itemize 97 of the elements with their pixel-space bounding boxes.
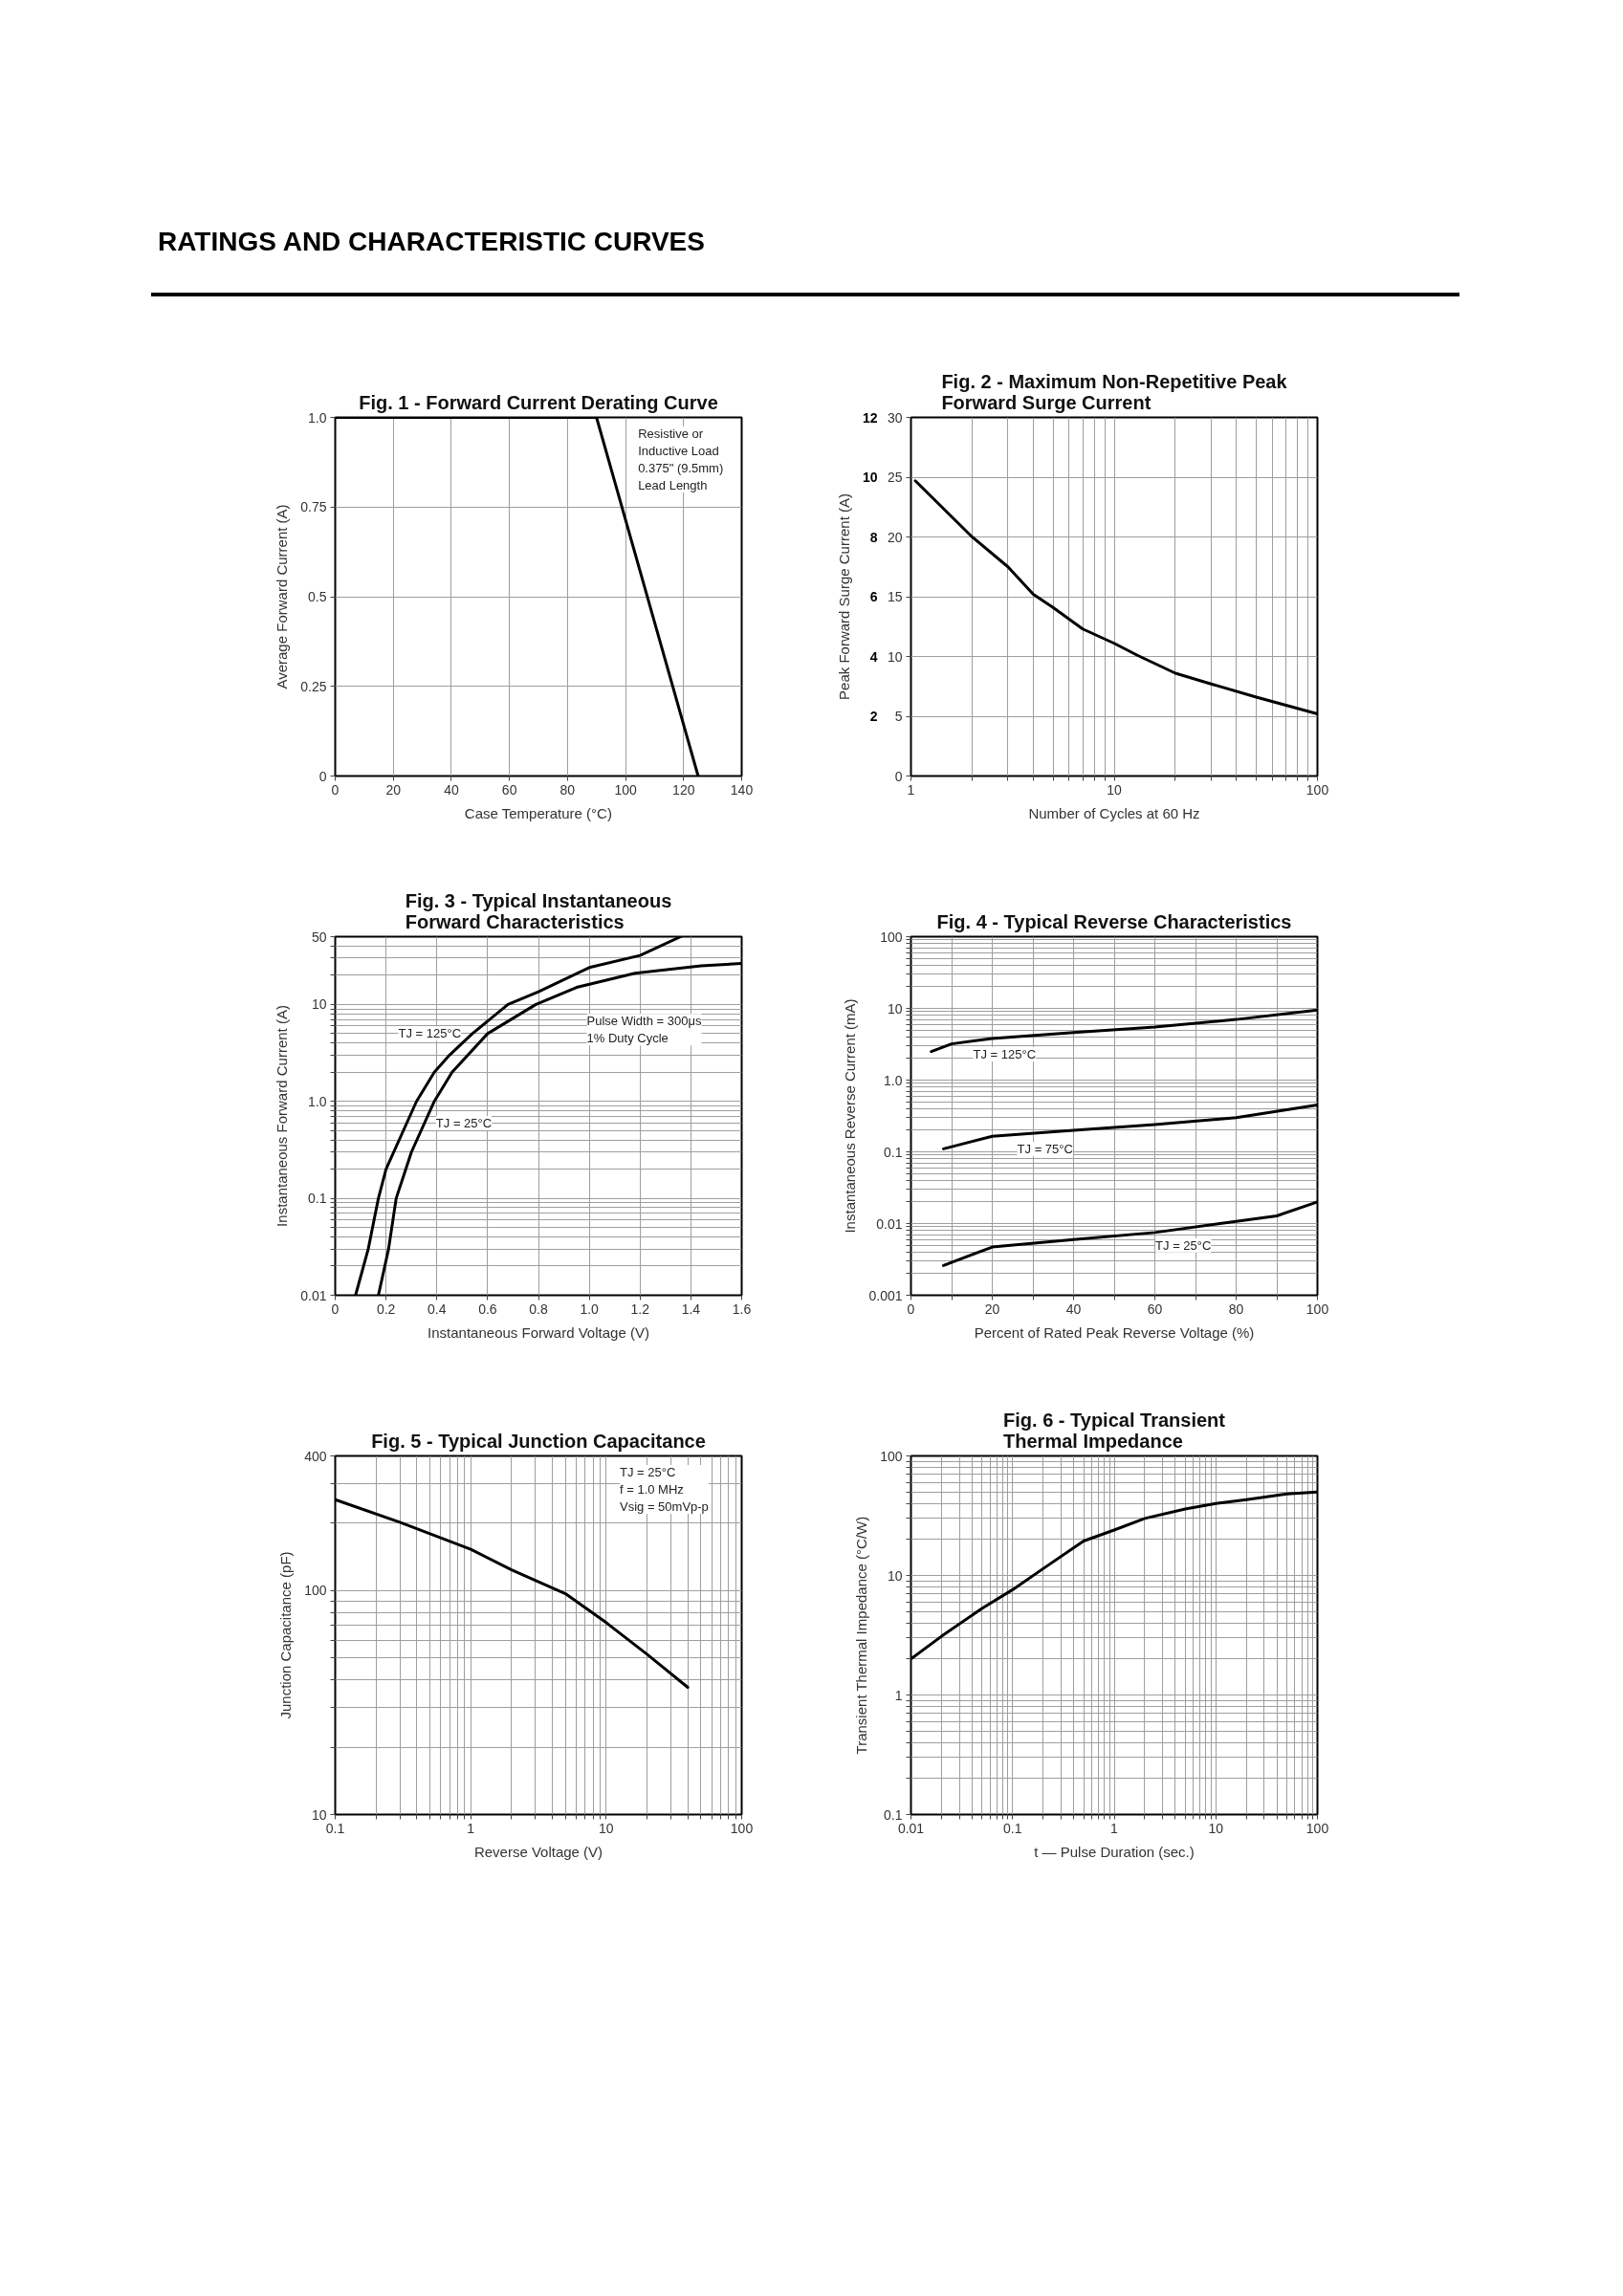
x-tick-label: 0.1 <box>1003 1820 1022 1836</box>
x-tick-label: 1 <box>1110 1820 1119 1836</box>
y-tick-label: 400 <box>304 1448 327 1464</box>
x-axis-title: Percent of Rated Peak Reverse Voltage (%) <box>974 1323 1255 1341</box>
x-tick-label: 1.2 <box>630 1301 650 1317</box>
x-axis-title: t — Pulse Duration (sec.) <box>1034 1843 1195 1860</box>
y-tick-label: 10 <box>311 1806 327 1823</box>
y-tick-label: 1.0 <box>308 409 327 426</box>
x-tick-label: 80 <box>1228 1301 1244 1317</box>
y-tick-label: 1.0 <box>308 1093 327 1109</box>
series-label: TJ = 125°C <box>973 1047 1037 1062</box>
y-tick-label: 0.001 <box>868 1287 903 1303</box>
y-tick-label: 10 <box>887 1000 903 1017</box>
chart-title: Fig. 1 - Forward Current Derating Curve <box>359 391 718 413</box>
y-tick-label: 10 <box>887 648 903 665</box>
series-label: TJ = 75°C <box>1017 1142 1073 1157</box>
y-tick-label: 1 <box>894 1687 903 1703</box>
y-tick-label: 50 <box>311 929 327 945</box>
y-tick-label: 0.75 <box>300 499 327 515</box>
x-tick-label: 40 <box>1065 1301 1082 1317</box>
y-tick-label: 0.5 <box>308 589 327 604</box>
x-tick-label: 0.8 <box>529 1301 548 1317</box>
y-tick-label: 0.25 <box>300 678 327 694</box>
x-tick-label: 1.0 <box>580 1301 600 1317</box>
y2-tick-label: 8 <box>869 529 878 545</box>
y-tick-label: 100 <box>880 929 903 945</box>
y2-tick-label: 2 <box>869 709 878 724</box>
y2-tick-label: 6 <box>869 589 878 604</box>
y-tick-label: 10 <box>311 996 327 1013</box>
chart-title: Fig. 2 - Maximum Non-Repetitive Peak Forward Surge Current <box>941 370 1288 413</box>
x-tick-label: 60 <box>1147 1301 1163 1317</box>
y-tick-label: 100 <box>880 1448 903 1464</box>
x-tick-label: 0.4 <box>428 1301 447 1317</box>
annotation: Resistive or Inductive Load 0.375" (9.5mm) Lead Length <box>638 426 724 492</box>
y-tick-label: 0.1 <box>884 1144 903 1160</box>
x-tick-label: 1.6 <box>732 1301 752 1317</box>
annotation: Pulse Width = 300μs 1% Duty Cycle <box>586 1014 702 1046</box>
y-axis-title: Instantaneous Forward Current (A) <box>274 1005 291 1227</box>
y-tick-label: 0 <box>318 768 327 784</box>
y-tick-label: 20 <box>887 529 903 545</box>
x-tick-label: 0.1 <box>325 1820 345 1836</box>
x-tick-label: 120 <box>672 781 695 798</box>
y-tick-label: 0.01 <box>876 1215 903 1232</box>
y-axis-title: Average Forward Current (A) <box>274 504 291 689</box>
y-tick-label: 0.1 <box>308 1191 327 1207</box>
x-tick-label: 20 <box>385 781 402 798</box>
y2-tick-label: 4 <box>869 648 878 665</box>
text: RATINGS AND CHARACTERISTIC CURVES <box>158 226 705 258</box>
y2-tick-label: 12 <box>862 409 878 426</box>
y-tick-label: 5 <box>894 709 903 724</box>
x-tick-label: 80 <box>559 781 576 798</box>
x-axis-title: Reverse Voltage (V) <box>473 1843 603 1860</box>
x-tick-label: 100 <box>1305 1301 1329 1317</box>
x-tick-label: 0 <box>331 1301 340 1317</box>
x-axis-title: Case Temperature (°C) <box>464 804 612 821</box>
y-tick-label: 15 <box>887 589 903 604</box>
x-tick-label: 10 <box>599 1820 614 1836</box>
y2-tick-label: 10 <box>862 470 878 485</box>
y-tick-label: 25 <box>887 470 903 485</box>
x-tick-label: 140 <box>730 781 754 798</box>
x-tick-label: 100 <box>1305 781 1329 798</box>
y-tick-label: 30 <box>887 409 903 426</box>
series-label: TJ = 25°C <box>1155 1237 1212 1253</box>
x-tick-label: 10 <box>1107 781 1122 798</box>
x-tick-label: 60 <box>501 781 517 798</box>
x-tick-label: 100 <box>730 1820 754 1836</box>
chart-title: Fig. 3 - Typical Instantaneous Forward Characteristics <box>405 889 672 932</box>
x-tick-label: 100 <box>1305 1820 1329 1836</box>
y-tick-label: 100 <box>304 1583 327 1599</box>
x-tick-label: 1 <box>467 1820 475 1836</box>
x-axis-title: Number of Cycles at 60 Hz <box>1028 804 1200 821</box>
x-tick-label: 40 <box>444 781 459 798</box>
x-tick-label: 0 <box>331 781 340 798</box>
series-label: TJ = 125°C <box>398 1026 462 1041</box>
x-tick-label: 0.2 <box>376 1301 396 1317</box>
series-label: TJ = 25°C <box>435 1116 493 1130</box>
chart-title: Fig. 4 - Typical Reverse Characteristics <box>936 910 1292 932</box>
y-tick-label: 0.1 <box>884 1806 903 1823</box>
x-tick-label: 0.6 <box>478 1301 497 1317</box>
y-tick-label: 0 <box>894 768 903 784</box>
x-tick-label: 1.4 <box>681 1301 701 1317</box>
annotation: TJ = 25°C f = 1.0 MHz Vsig = 50mVp-p <box>620 1464 709 1514</box>
y2-axis-title: Peak Forward Surge Current (A) <box>835 493 852 700</box>
y-axis-title: Transient Thermal Impedance (°C/W) <box>853 1516 870 1755</box>
chart-title: Fig. 5 - Typical Junction Capacitance <box>371 1430 706 1452</box>
x-tick-label: 100 <box>614 781 637 798</box>
chart-title: Fig. 6 - Typical Transient Thermal Impedance <box>1003 1409 1226 1452</box>
y-axis-title: Junction Capacitance (pF) <box>277 1551 295 1719</box>
y-axis-title: Instantaneous Reverse Current (mA) <box>842 998 859 1234</box>
x-tick-label: 0 <box>907 1301 915 1317</box>
y-tick-label: 1.0 <box>884 1072 903 1088</box>
y-tick-label: 0.01 <box>300 1287 327 1303</box>
x-axis-title: Instantaneous Forward Voltage (V) <box>428 1323 649 1341</box>
y-tick-label: 10 <box>887 1567 903 1584</box>
x-tick-label: 1 <box>907 781 915 798</box>
x-tick-label: 20 <box>984 1301 1000 1317</box>
x-tick-label: 10 <box>1208 1820 1224 1836</box>
